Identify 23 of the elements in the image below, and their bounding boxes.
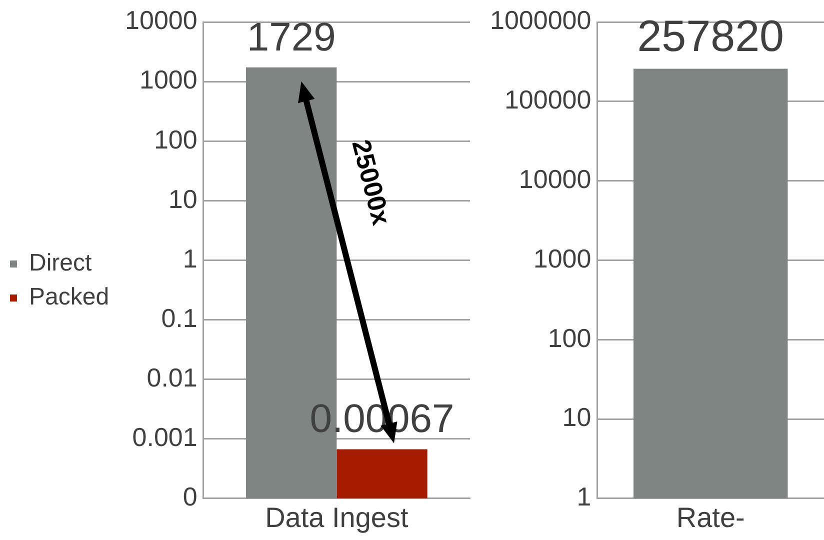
x-tick-label: Rate-: [676, 502, 745, 533]
y-tick-label: 0: [182, 482, 198, 512]
y-tick-label: 10000: [518, 164, 592, 194]
y-tick-label: 1000: [140, 64, 198, 95]
y-tick-label: 10: [168, 184, 198, 214]
y-tick-label: 1: [576, 482, 592, 512]
y-tick-label: 100: [548, 322, 592, 353]
x-tick-label: Data Ingest: [265, 502, 408, 533]
y-tick-label: 0.001: [132, 422, 198, 452]
annotation: 25000x: [346, 136, 397, 228]
legend-label: Packed: [29, 284, 110, 311]
y-tick-label: 1000000: [490, 5, 592, 36]
y-tick-label: 1000: [533, 243, 592, 274]
y-tick-label: 10000: [125, 5, 198, 36]
legend-label: Direct: [29, 250, 92, 277]
y-tick-label: 100: [154, 124, 198, 154]
y-tick-label: 0.1: [161, 302, 198, 333]
y-tick-label: 10: [562, 402, 592, 432]
y-tick-label: 100000: [504, 84, 592, 115]
data-label: 257820: [637, 12, 784, 61]
data-label: 1729: [246, 15, 336, 60]
y-tick-label: 0.01: [146, 362, 198, 392]
y-tick-label: 1: [182, 243, 198, 274]
